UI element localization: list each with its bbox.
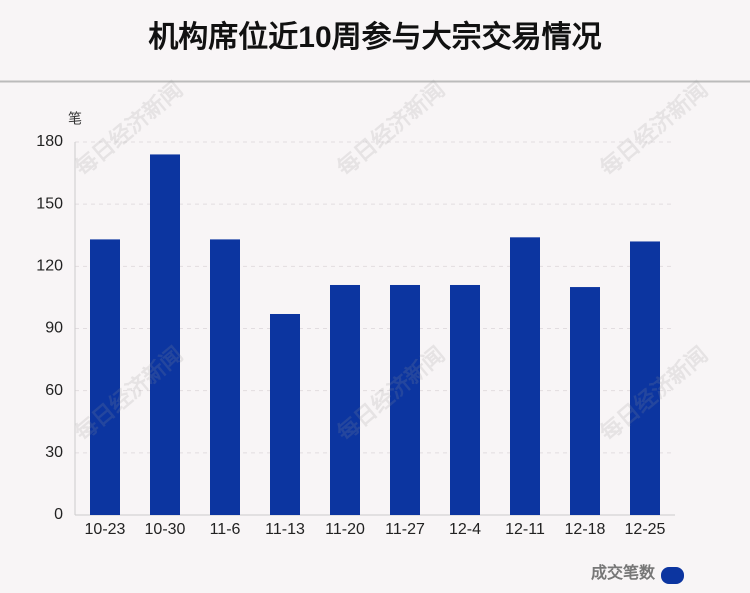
- bar: [510, 237, 540, 516]
- x-tick-label: 12-25: [625, 521, 666, 538]
- x-tick-label: 12-4: [449, 521, 481, 538]
- x-tick-label: 10-30: [145, 521, 186, 538]
- legend-swatch: [661, 567, 684, 584]
- bar: [210, 239, 240, 515]
- x-tick-label: 11-20: [325, 521, 365, 538]
- bar: [390, 284, 420, 515]
- bar: [150, 154, 180, 515]
- x-tick-label: 11-27: [385, 521, 425, 538]
- y-tick-label: 150: [36, 195, 63, 212]
- y-tick-label: 60: [45, 382, 63, 399]
- bar: [270, 313, 300, 515]
- x-tick-label: 10-23: [85, 521, 126, 538]
- y-tick-label: 180: [36, 133, 63, 150]
- y-tick-label: 0: [54, 506, 63, 523]
- bar: [330, 284, 360, 515]
- y-tick-label: 90: [45, 320, 63, 337]
- x-tick-label: 12-18: [565, 521, 606, 538]
- legend-label: 成交笔数: [591, 563, 656, 582]
- y-tick-label: 30: [45, 444, 63, 461]
- bar: [570, 287, 600, 515]
- x-tick-label: 12-11: [505, 521, 545, 538]
- bar: [90, 239, 120, 515]
- x-tick-label: 11-6: [210, 521, 241, 538]
- x-tick-label: 11-13: [265, 521, 305, 538]
- chart-title: 机构席位近10周参与大宗交易情况: [148, 20, 601, 54]
- y-axis-label: 笔: [68, 111, 82, 127]
- bar: [630, 241, 660, 515]
- bar: [450, 284, 480, 515]
- y-tick-label: 120: [36, 258, 63, 275]
